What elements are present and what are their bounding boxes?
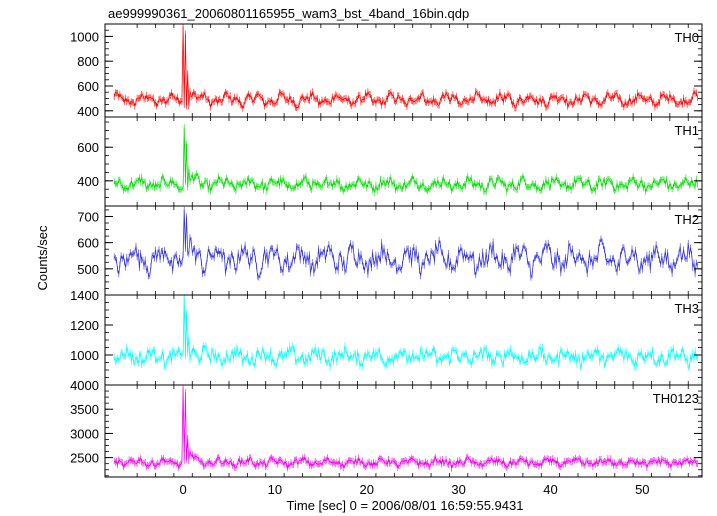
panel-frame xyxy=(104,384,703,478)
y-tick-label: 2500 xyxy=(70,451,99,466)
x-tick-label: 30 xyxy=(451,482,465,497)
y-tick-label: 600 xyxy=(77,140,99,155)
y-tick-label: 500 xyxy=(77,262,99,277)
y-tick-label: 3500 xyxy=(70,402,99,417)
y-tick-label: 3000 xyxy=(70,426,99,441)
panel-th3: 1000 1200 1400 TH3 xyxy=(70,288,703,386)
y-tick-label: 600 xyxy=(77,236,99,251)
series-line-th3 xyxy=(113,295,698,368)
panel-th2: 500 600 700 TH2 xyxy=(77,205,703,296)
panel-th0123: 2500 3000 3500 4000 TH0123 xyxy=(70,378,703,478)
y-tick-label: 700 xyxy=(77,209,99,224)
panel-label-th3: TH3 xyxy=(674,301,699,316)
x-tick-label: 40 xyxy=(543,482,557,497)
y-tick-label: 4000 xyxy=(70,378,99,393)
x-tick-label: 10 xyxy=(268,482,282,497)
panel-label-th0123: TH0123 xyxy=(653,391,699,406)
x-axis-tick-labels: 0 10 20 30 40 50 xyxy=(179,482,649,497)
error-bars-th2 xyxy=(113,206,698,281)
panels: 400 600 800 1000 TH0 400 600 TH1 500 600 700 TH2 100… xyxy=(70,23,703,478)
series-line-th0 xyxy=(113,26,698,110)
y-tick-label: 1000 xyxy=(70,29,99,44)
y-tick-label: 1200 xyxy=(70,318,99,333)
series-line-th1 xyxy=(113,127,698,193)
panel-label-th1: TH1 xyxy=(674,123,699,138)
y-tick-label: 400 xyxy=(77,104,99,119)
y-tick-label: 400 xyxy=(77,174,99,189)
series-line-th2 xyxy=(113,209,698,280)
panel-label-th0: TH0 xyxy=(674,30,699,45)
y-tick-label: 800 xyxy=(77,54,99,69)
panel-label-th2: TH2 xyxy=(674,212,699,227)
panel-th1: 400 600 TH1 xyxy=(77,116,703,207)
panel-frame xyxy=(104,294,703,386)
y-tick-label: 1000 xyxy=(70,348,99,363)
x-axis-label: Time [sec] 0 = 2006/08/01 16:59:55.9431 xyxy=(287,498,524,513)
y-tick-label: 1400 xyxy=(70,288,99,303)
y-axis-label: Counts/sec xyxy=(35,225,50,291)
x-tick-label: 20 xyxy=(360,482,374,497)
error-bars-th0 xyxy=(113,24,698,112)
chart-title: ae999990361_20060801165955_wam3_bst_4ban… xyxy=(108,6,469,21)
series-line-th0123 xyxy=(113,387,698,470)
x-tick-label: 0 xyxy=(179,482,186,497)
panel-th0: 400 600 800 1000 TH0 xyxy=(70,23,703,119)
x-tick-label: 50 xyxy=(635,482,649,497)
panel-frame xyxy=(104,116,703,207)
y-tick-label: 600 xyxy=(77,79,99,94)
